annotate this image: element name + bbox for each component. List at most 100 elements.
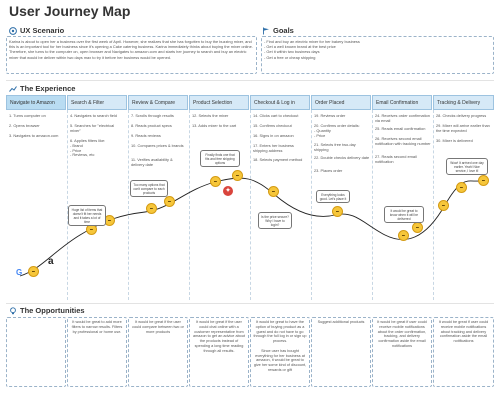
stage-tracking: Tracking & Delivery (433, 95, 494, 110)
step: 5. Searches for "electrical mixer" (70, 123, 115, 133)
step: 25. Reads email confirmation (375, 126, 426, 131)
scenario-text: Karina is about to open her a business o… (9, 39, 253, 60)
column-divider (67, 110, 68, 300)
step: 4. Navigates to search field (70, 113, 117, 118)
step: 24. Receives order confirmation via emai… (375, 113, 430, 123)
stage-review: Review & Compare (128, 95, 188, 110)
step: 12. Selects the mixer (192, 113, 229, 118)
goal-item: - Get a free or cheap shipping (264, 54, 316, 60)
step: 16. Signs in on amazon (253, 133, 294, 138)
opportunity-text: It would be great if user could receive … (438, 320, 489, 344)
emotion-face-icon (398, 230, 409, 241)
opportunity-text: It would be great if the user could chat… (193, 320, 245, 353)
column-divider (189, 110, 190, 300)
emotion-face-icon (268, 186, 279, 197)
emotion-face-icon (28, 266, 39, 277)
step: 6. Applies filters like: - Brand - Price… (70, 138, 106, 158)
column-divider (128, 110, 129, 300)
thought-bubble: Everything looks good. Let's place it (316, 190, 350, 203)
opportunity-box (372, 317, 432, 387)
opportunity-box (189, 317, 249, 387)
scenario-icon (9, 26, 17, 35)
google-logo-icon: G (16, 268, 23, 277)
step: 20. Confirms order details: - Quantity -… (314, 123, 360, 138)
stage-selection: Product Selection (189, 95, 249, 110)
opportunity-text: It would be great to have the option of … (253, 320, 307, 372)
thought-bubble: Too many options that can't compare to e… (130, 180, 168, 197)
step: 1. Turns computer on (9, 113, 46, 118)
step: 21. Selects free two-day shipping (314, 142, 356, 152)
opportunity-text: It would be great if user could receive … (377, 320, 427, 348)
thought-bubble: Finally finds one that fits and free shi… (200, 150, 240, 167)
emotion-face-icon (332, 206, 343, 217)
goal-item: - Find and buy an electric mixer for her… (264, 39, 360, 44)
step: 19. Reviews order (314, 113, 346, 118)
chart-icon (9, 85, 17, 93)
flag-icon (262, 27, 270, 35)
step: 11. Verifies availability & delivery dat… (131, 157, 173, 167)
opportunity-text: It would be great to add more filters to… (71, 320, 123, 334)
emotion-face-icon (478, 175, 489, 186)
step: 23. Places order (314, 168, 343, 173)
page-title: User Journey Map (9, 3, 131, 19)
gift-icon: ✦ (223, 186, 233, 196)
thought-bubble: Is the price secure? Why I have to login… (258, 212, 292, 229)
opportunity-box (250, 317, 310, 387)
experience-heading: The Experience (9, 84, 75, 93)
opportunities-heading: The Opportunities (9, 306, 85, 315)
column-divider (250, 110, 251, 300)
emotion-face-icon (412, 222, 423, 233)
opportunity-box (311, 317, 371, 387)
stage-checkout: Checkout & Log in (250, 95, 310, 110)
emotion-face-icon (438, 200, 449, 211)
step: 8. Reads product specs (131, 123, 172, 128)
lightbulb-icon (9, 306, 17, 315)
goals-heading: Goals (262, 26, 294, 35)
emotion-face-icon (146, 203, 157, 214)
stage-email: Email Confirmation (372, 95, 432, 110)
step: 9. Reads reviews (131, 133, 161, 138)
stage-search: Search & Filter (67, 95, 127, 110)
thought-bubble: Huge list of items that doesn't fit her … (68, 205, 106, 226)
stage-order: Order Placed (311, 95, 371, 110)
opportunity-text: Suggest additional products (317, 320, 365, 324)
step: 10. Compares prices & brands (131, 143, 184, 148)
step: 18. Selects payment method (253, 157, 303, 162)
goals-box (261, 36, 494, 74)
step: 3. Navigates to amazon.com (9, 133, 59, 138)
step: 26. Receives second email notification w… (375, 136, 431, 146)
step: 27. Reads second email notification (375, 154, 417, 164)
emotion-face-icon (232, 170, 243, 181)
emotion-face-icon (164, 196, 175, 207)
step: 30. Mixer is delivered (436, 138, 473, 143)
column-divider (311, 110, 312, 300)
thought-bubble: It would be great to know when it will b… (384, 206, 424, 223)
amazon-logo-icon: a (48, 256, 54, 267)
opportunity-box (6, 317, 66, 387)
column-divider (433, 110, 434, 300)
step: 14. Clicks cart to checkout (253, 113, 299, 118)
emotion-face-icon (210, 176, 221, 187)
step: 28. Checks delivery progress (436, 113, 487, 118)
opportunity-box (128, 317, 188, 387)
opportunity-text: It would be great if the user could comp… (132, 320, 184, 334)
scenario-heading: UX Scenario (9, 26, 64, 35)
scenario-box (6, 36, 257, 74)
stage-navigate: Navigate to Amazon (6, 95, 66, 110)
opportunity-box (433, 317, 494, 387)
goal-item: - Get a well known brand at the best pri… (264, 44, 336, 50)
step: 13. Adds mixer to the cart (192, 123, 237, 128)
step: 29. Mixer will arrive earlier than the t… (436, 123, 490, 133)
step: 2. Opens browser (9, 123, 40, 128)
step: 15. Confirms checkout (253, 123, 292, 128)
opportunity-box (67, 317, 127, 387)
thought-bubble: Wow! It arrived one day earlier. Yeah! N… (446, 158, 488, 175)
divider (6, 303, 494, 304)
step: 17. Enters her business shipping address (253, 143, 294, 153)
divider (6, 80, 494, 81)
goals-list: - Find and buy an electric mixer for her… (264, 39, 492, 60)
column-divider (372, 110, 373, 300)
emotion-face-icon (456, 182, 467, 193)
goal-item: - Get it within two business days (264, 49, 320, 55)
step: 22. Double checks delivery date (314, 155, 370, 160)
